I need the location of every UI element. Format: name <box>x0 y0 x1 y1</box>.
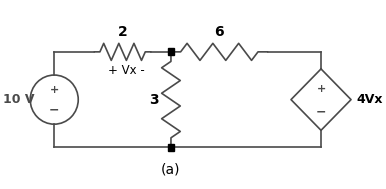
Text: 6: 6 <box>215 25 224 39</box>
Bar <box>168 48 174 55</box>
Text: −: − <box>49 103 59 116</box>
Text: 3: 3 <box>149 93 159 107</box>
Text: +: + <box>317 84 326 94</box>
Text: −: − <box>316 105 326 118</box>
Text: (a): (a) <box>161 163 181 177</box>
Text: 2: 2 <box>118 25 127 39</box>
Text: 10 V: 10 V <box>3 93 35 106</box>
Bar <box>168 144 174 151</box>
Text: 4Vx: 4Vx <box>356 93 383 106</box>
Text: + Vx -: + Vx - <box>108 64 144 77</box>
Text: +: + <box>50 85 59 95</box>
